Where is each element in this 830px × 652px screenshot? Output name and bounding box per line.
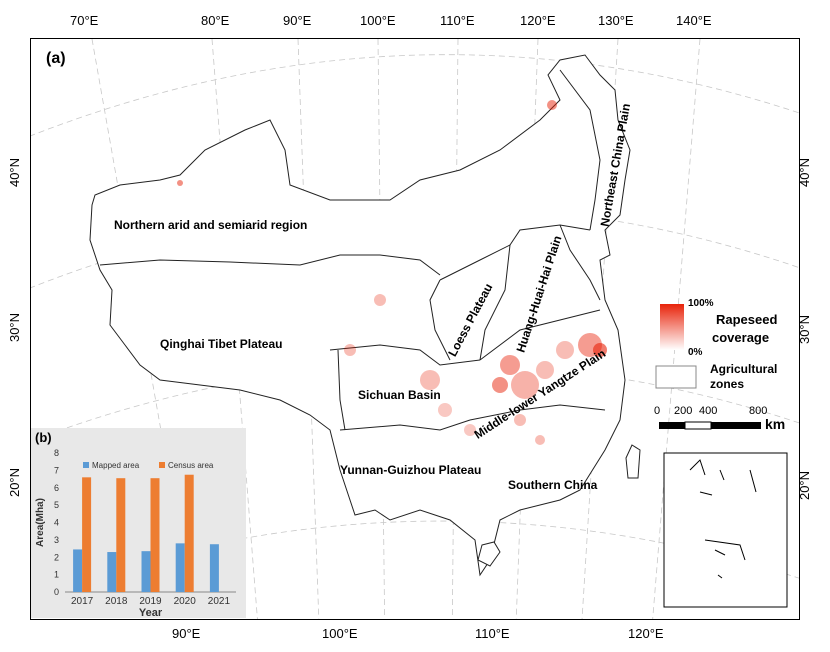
rapeseed-coverage	[177, 100, 607, 445]
scale-tick-label: 400	[699, 405, 718, 417]
zone-label-yunnan-guizhou: Yunnan-Guizhou Plateau	[340, 463, 482, 477]
y-tick-label: 8	[54, 448, 59, 458]
x-axis-title: Year	[139, 607, 163, 618]
bar-mapped-area	[175, 543, 185, 592]
legend-label: Census area	[168, 461, 214, 470]
legend-max-label: 100%	[688, 298, 714, 309]
lon-label-top: 100°E	[360, 13, 396, 28]
zone-label-northern-arid: Northern arid and semiarid region	[114, 218, 308, 232]
bar-mapped-area	[107, 552, 117, 592]
bar-mapped-area	[141, 551, 151, 592]
bar-chart-panel-b: (b) 0 1 2 3 4 5 6 7 8 2017 2018 2019 2020 2021 Year Area…	[31, 428, 246, 618]
scale-tick-label: 800	[749, 405, 768, 417]
zones-legend-swatch	[655, 365, 697, 389]
panel-b-label: (b)	[35, 430, 52, 445]
legend-swatch	[83, 462, 89, 468]
y-tick-label: 5	[54, 500, 59, 510]
map-frame	[30, 38, 800, 620]
y-axis-title: Area(Mha)	[35, 498, 46, 547]
y-tick-label: 0	[54, 587, 59, 597]
legend-coverage-title-1: Rapeseed	[716, 312, 778, 327]
scale-tick-label: 0	[654, 405, 661, 417]
legend-coverage-title-2: coverage	[712, 330, 770, 345]
lon-label-top: 130°E	[598, 13, 634, 28]
x-tick-label: 2017	[71, 596, 94, 607]
bar-census-area	[116, 478, 126, 592]
scale-unit-label: km	[765, 416, 786, 432]
lon-label-top: 140°E	[676, 13, 712, 28]
lon-label-bottom: 90°E	[172, 626, 201, 641]
lon-label-top: 80°E	[201, 13, 230, 28]
south-china-sea-inset	[663, 452, 788, 608]
lon-label-bottom: 110°E	[475, 626, 510, 641]
zone-label-southern: Southern China	[508, 478, 598, 492]
legend-zones-title-2: zones	[710, 377, 745, 391]
panel-a-label: (a)	[46, 50, 66, 67]
legend-label: Mapped area	[92, 461, 140, 470]
lon-label-bottom: 120°E	[628, 626, 664, 641]
bar-mapped-area	[209, 544, 219, 592]
legend-min-label: 0%	[688, 347, 703, 358]
lon-label-top: 90°E	[283, 13, 312, 28]
x-tick-label: 2020	[174, 596, 197, 607]
zone-label-sichuan: Sichuan Basin	[358, 388, 441, 402]
x-tick-label: 2018	[105, 596, 128, 607]
x-tick-label: 2019	[139, 596, 162, 607]
y-tick-label: 1	[54, 570, 59, 580]
x-tick-label: 2021	[208, 596, 231, 607]
lon-label-bottom: 100°E	[322, 626, 358, 641]
legend-swatch	[159, 462, 165, 468]
lon-label-top: 70°E	[70, 13, 99, 28]
legend-zones-title-1: Agricultural	[710, 362, 778, 376]
zone-label-qinghai-tibet: Qinghai Tibet Plateau	[160, 337, 283, 351]
taiwan-island	[625, 444, 641, 479]
scale-tick-label: 200	[674, 405, 693, 417]
lon-label-top: 120°E	[520, 13, 556, 28]
bar-census-area	[150, 478, 160, 592]
china-zones	[89, 54, 631, 577]
scale-bar	[659, 421, 761, 430]
y-tick-label: 3	[54, 535, 59, 545]
bar-census-area	[82, 477, 92, 592]
y-tick-label: 2	[54, 552, 59, 562]
y-tick-label: 6	[54, 483, 59, 493]
bar-census-area	[184, 474, 194, 592]
coverage-gradient-swatch	[660, 304, 684, 350]
y-tick-label: 4	[54, 518, 59, 528]
inset-islands	[689, 459, 757, 579]
y-tick-label: 7	[54, 465, 59, 475]
bar-mapped-area	[73, 549, 83, 592]
lon-label-top: 110°E	[440, 13, 475, 28]
hainan-island	[477, 541, 501, 567]
